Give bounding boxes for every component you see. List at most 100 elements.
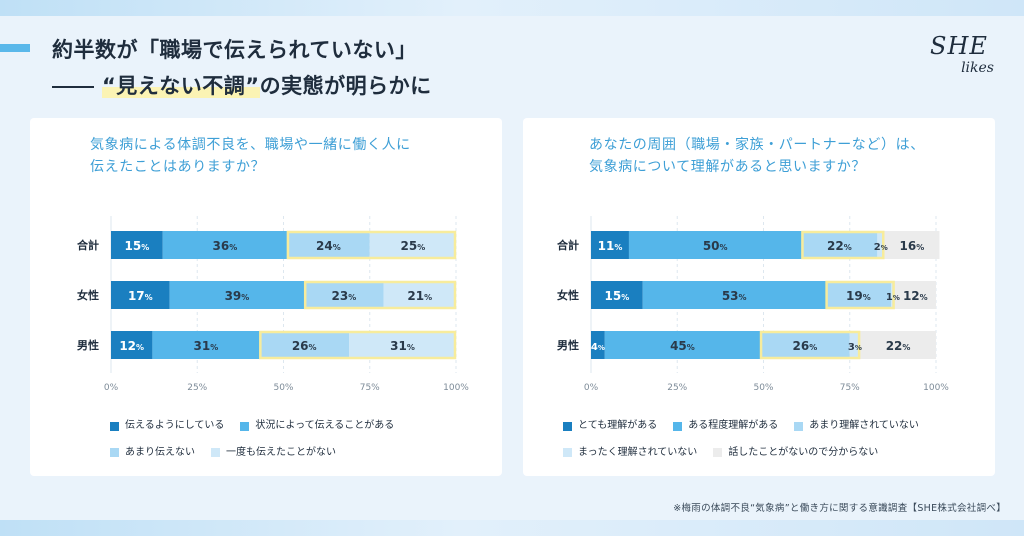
bar-segment: [591, 231, 629, 259]
highlight-outline: [801, 230, 885, 260]
bar-segment: [801, 231, 878, 259]
category-label: 女性: [557, 288, 579, 302]
bar-segment: [111, 331, 153, 359]
legend-label: まったく理解されていない: [578, 446, 698, 458]
data-label: 4%: [591, 342, 605, 353]
data-label: 15%: [125, 239, 150, 253]
bar-segment: [383, 281, 456, 309]
chart-question-line: あなたの周囲（職場・家族・パートナーなど）は、: [589, 137, 925, 153]
legend-item: 一度も伝えたことがない: [211, 441, 336, 465]
subline-highlight: “見えない不調”: [102, 74, 260, 98]
category-label: 合計: [77, 238, 99, 252]
legend-label: 状況によって伝えることがある: [255, 420, 395, 431]
bar-segment: [162, 231, 287, 259]
data-label: 3%: [848, 342, 862, 353]
data-label: 22%: [827, 239, 852, 253]
data-label: 25%: [401, 239, 426, 253]
she-likes-logo: SHE likes: [926, 32, 996, 86]
tick-label: 75%: [360, 383, 380, 393]
chart-question-line: 気象病による体調不良を、職場や一緒に働く人に: [90, 137, 411, 153]
legend-item: ある程度理解がある: [673, 414, 778, 438]
highlight-outline: [759, 330, 861, 360]
logo-likes: likes: [961, 60, 994, 76]
chart-question-line: 気象病について理解があると思いますか？: [589, 159, 866, 175]
headline-accent-bar: [0, 44, 30, 52]
legend-swatch: [240, 421, 250, 431]
bar-segment: [111, 281, 170, 309]
data-label: 17%: [128, 289, 153, 303]
bar-segment: [628, 231, 802, 259]
bar-segment: [349, 331, 456, 359]
data-label: 45%: [670, 339, 695, 353]
bar-segment: [259, 331, 350, 359]
tick-label: 75%: [840, 383, 860, 393]
data-label: 19%: [846, 289, 871, 303]
bar-segment: [825, 281, 892, 309]
chart-legend-right: とても理解がある ある程度理解がある あまり理解されていないまったく理解されていない…: [563, 414, 983, 467]
bar-segment: [369, 231, 456, 259]
tick-label: 0%: [584, 383, 599, 393]
bar-segment: [111, 231, 163, 259]
bar-segment: [591, 331, 605, 359]
data-label: 36%: [212, 239, 237, 253]
data-label: 31%: [194, 339, 219, 353]
tick-label: 100%: [443, 383, 469, 393]
legend-swatch: [673, 421, 683, 431]
data-label: 23%: [332, 289, 357, 303]
category-label: 合計: [557, 238, 579, 252]
chart-panel-left: 気象病による体調不良を、職場や一緒に働く人に 伝えたことはありますか？ 0% 25…: [30, 118, 502, 476]
legend-swatch: [110, 448, 119, 457]
data-label: 26%: [292, 339, 317, 353]
footnote: ※梅雨の体調不良“気象病”と働き方に関する意識調査【SHE株式会社調べ】: [673, 503, 1006, 514]
legend-label: あまり伝えない: [125, 446, 195, 458]
bar-segment: [760, 331, 850, 359]
data-label: 16%: [899, 239, 924, 253]
legend-swatch: [713, 448, 723, 457]
headline: 約半数が「職場で伝えられていない」: [52, 38, 417, 62]
bar-segment: [591, 281, 643, 309]
bar-segment: [849, 331, 861, 359]
chart-question-right: あなたの周囲（職場・家族・パートナーなど）は、 気象病について理解があると思いま…: [589, 134, 925, 178]
highlight-outline: [303, 280, 457, 310]
legend-label: 伝えるようにしている: [125, 420, 225, 431]
highlight-outline: [286, 230, 457, 260]
data-label: 12%: [119, 339, 144, 353]
data-label: 12%: [903, 289, 928, 303]
highlight-outline: [825, 280, 895, 310]
legend-label: ある程度理解がある: [688, 420, 779, 431]
subline-suffix: の実態が明らかに: [259, 74, 432, 98]
subline-dash: [52, 86, 94, 88]
data-label: 24%: [316, 239, 341, 253]
legend-item: あまり理解されていない: [794, 414, 919, 438]
legend-swatch: [211, 448, 220, 457]
chart-panel-right: あなたの周囲（職場・家族・パートナーなど）は、 気象病について理解があると思いま…: [523, 118, 995, 476]
tick-label: 50%: [753, 383, 773, 393]
tick-label: 25%: [187, 383, 207, 393]
data-label: 53%: [722, 289, 747, 303]
bar-segment: [604, 331, 761, 359]
bar-segment: [152, 331, 260, 359]
category-label: 男性: [557, 338, 579, 352]
legend-item: 伝えるようにしている: [110, 414, 224, 438]
logo-she: SHE: [930, 32, 988, 60]
legend-label: とても理解がある: [578, 420, 658, 431]
data-label: 50%: [703, 239, 728, 253]
legend-item: あまり伝えない: [110, 441, 195, 465]
bar-segment: [642, 281, 826, 309]
data-label: 2%: [874, 242, 888, 253]
legend-item: とても理解がある: [563, 414, 657, 438]
bar-segment: [169, 281, 305, 309]
data-label: 22%: [886, 339, 911, 353]
legend-label: 話したことがないので分からない: [728, 446, 879, 458]
tick-label: 50%: [273, 383, 293, 393]
legend-swatch: [563, 421, 572, 431]
data-label: 21%: [407, 289, 432, 303]
category-label: 男性: [77, 338, 99, 352]
tick-label: 0%: [104, 383, 119, 393]
highlight-outline: [259, 330, 457, 360]
bar-segment: [286, 231, 370, 259]
bar-segment: [304, 281, 384, 309]
tick-label: 25%: [667, 383, 687, 393]
data-label: 31%: [390, 339, 415, 353]
chart-legend-left: 伝えるようにしている 状況によって伝えることがあるあまり伝えない 一度も伝えたことが…: [110, 414, 490, 467]
